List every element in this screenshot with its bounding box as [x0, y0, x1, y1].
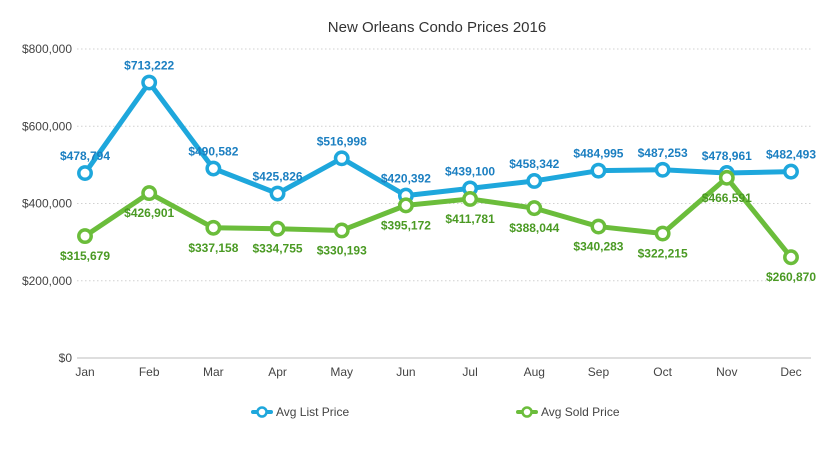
data-label: $330,193 [317, 243, 367, 257]
series-line [82, 175, 794, 260]
x-tick-label: Apr [268, 365, 287, 379]
x-tick-label: Feb [139, 365, 160, 379]
data-label: $426,901 [124, 206, 174, 220]
data-point [205, 219, 222, 236]
y-axis-tick-labels: $0 $200,000 $400,000 $600,000 $800,000 [22, 42, 72, 365]
data-point [654, 161, 671, 178]
data-label: $439,100 [445, 164, 495, 178]
data-point [205, 160, 222, 177]
series-lines: $478,794 $713,222 $490,582 $425,826 $516,998… [60, 59, 816, 285]
data-point [333, 150, 350, 167]
data-label: $340,283 [573, 240, 623, 254]
x-tick-label: Jan [75, 365, 94, 379]
y-tick-label: $200,000 [22, 274, 72, 288]
data-point [526, 173, 543, 189]
legend-item: Avg List Price [251, 405, 349, 419]
x-tick-label: May [330, 365, 353, 379]
y-tick-label: $0 [59, 351, 73, 365]
data-label: $713,222 [124, 59, 174, 73]
legend-label: Avg List Price [276, 405, 349, 419]
data-label: $487,253 [638, 146, 688, 160]
x-tick-label: Oct [653, 365, 672, 379]
data-label: $425,826 [253, 170, 303, 184]
x-tick-label: Aug [524, 365, 545, 379]
data-label: $478,961 [702, 149, 752, 163]
x-tick-label: Nov [716, 365, 737, 379]
data-label: $478,794 [60, 149, 110, 163]
data-point [783, 249, 799, 266]
chart-title: New Orleans Condo Prices 2016 [328, 19, 546, 36]
x-tick-label: Dec [780, 365, 801, 379]
data-point [654, 225, 671, 242]
data-point [77, 165, 93, 182]
data-label: $315,679 [60, 249, 110, 263]
data-point [77, 228, 93, 245]
series-0: $478,794 $713,222 $490,582 $425,826 $516,998… [60, 59, 816, 204]
legend: Avg List Price Avg Sold Price [251, 405, 620, 419]
data-point [718, 169, 735, 186]
data-label: $337,158 [188, 241, 238, 255]
data-point [397, 197, 414, 214]
data-label: $322,215 [638, 247, 688, 261]
data-point [590, 162, 607, 179]
data-label: $466,591 [702, 191, 752, 205]
x-axis-tick-labels: Jan Feb Mar Apr May Jun Jul Aug Sep Oct Nov Dec [75, 365, 801, 379]
x-tick-label: Sep [588, 365, 610, 379]
y-tick-label: $400,000 [22, 197, 72, 211]
data-label: $395,172 [381, 218, 431, 232]
y-tick-label: $800,000 [22, 42, 72, 56]
data-label: $388,044 [509, 221, 559, 235]
data-label: $411,781 [445, 212, 495, 226]
data-label: $482,493 [766, 148, 816, 162]
legend-marker-icon [521, 406, 533, 418]
x-tick-label: Jul [462, 365, 477, 379]
data-point [141, 185, 158, 202]
series-line [82, 80, 794, 199]
data-point [333, 222, 350, 239]
data-point [269, 185, 286, 202]
legend-label: Avg Sold Price [541, 405, 620, 419]
data-point [141, 74, 158, 91]
data-label: $334,755 [253, 242, 303, 256]
legend-item: Avg Sold Price [516, 405, 620, 419]
data-point [462, 190, 479, 207]
data-point [783, 163, 799, 180]
x-tick-label: Jun [396, 365, 415, 379]
legend-marker-icon [256, 406, 268, 418]
data-label: $458,342 [509, 157, 559, 171]
data-label: $516,998 [317, 134, 367, 148]
data-label: $484,995 [573, 147, 623, 161]
data-point [269, 220, 286, 237]
data-label: $490,582 [188, 145, 238, 159]
data-label: $420,392 [381, 172, 431, 186]
x-tick-label: Mar [203, 365, 224, 379]
series-1: $315,679 $426,901 $337,158 $334,755 $330,193… [60, 169, 816, 284]
data-label: $260,870 [766, 270, 816, 284]
data-point [590, 218, 607, 235]
grid-lines [77, 48, 811, 359]
y-tick-label: $600,000 [22, 119, 72, 133]
data-point [526, 200, 543, 217]
